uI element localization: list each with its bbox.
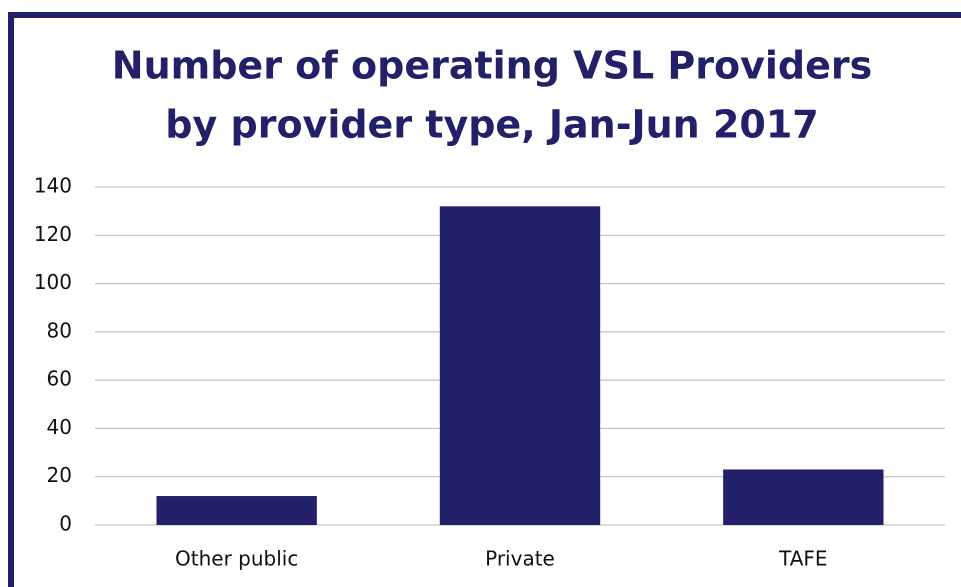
y-tick-label: 100: [34, 270, 72, 294]
frame-top: [8, 12, 961, 18]
y-tick-label: 20: [47, 463, 72, 487]
x-tick-label: Private: [485, 547, 555, 571]
x-tick-label: Other public: [175, 547, 298, 571]
y-tick-label: 140: [34, 174, 72, 198]
y-tick-label: 0: [59, 512, 72, 536]
chart-title: by provider type, Jan-Jun 2017: [165, 103, 818, 147]
y-tick-label: 60: [47, 367, 72, 391]
bar: [439, 206, 601, 526]
chart-title: Number of operating VSL Providers: [112, 44, 872, 88]
frame-left: [8, 12, 14, 587]
bar: [723, 469, 884, 525]
y-tick-label: 80: [47, 318, 72, 342]
y-tick-label: 40: [47, 415, 72, 439]
bar: [156, 496, 317, 525]
y-tick-label: 120: [34, 222, 72, 246]
x-tick-label: TAFE: [778, 547, 828, 571]
